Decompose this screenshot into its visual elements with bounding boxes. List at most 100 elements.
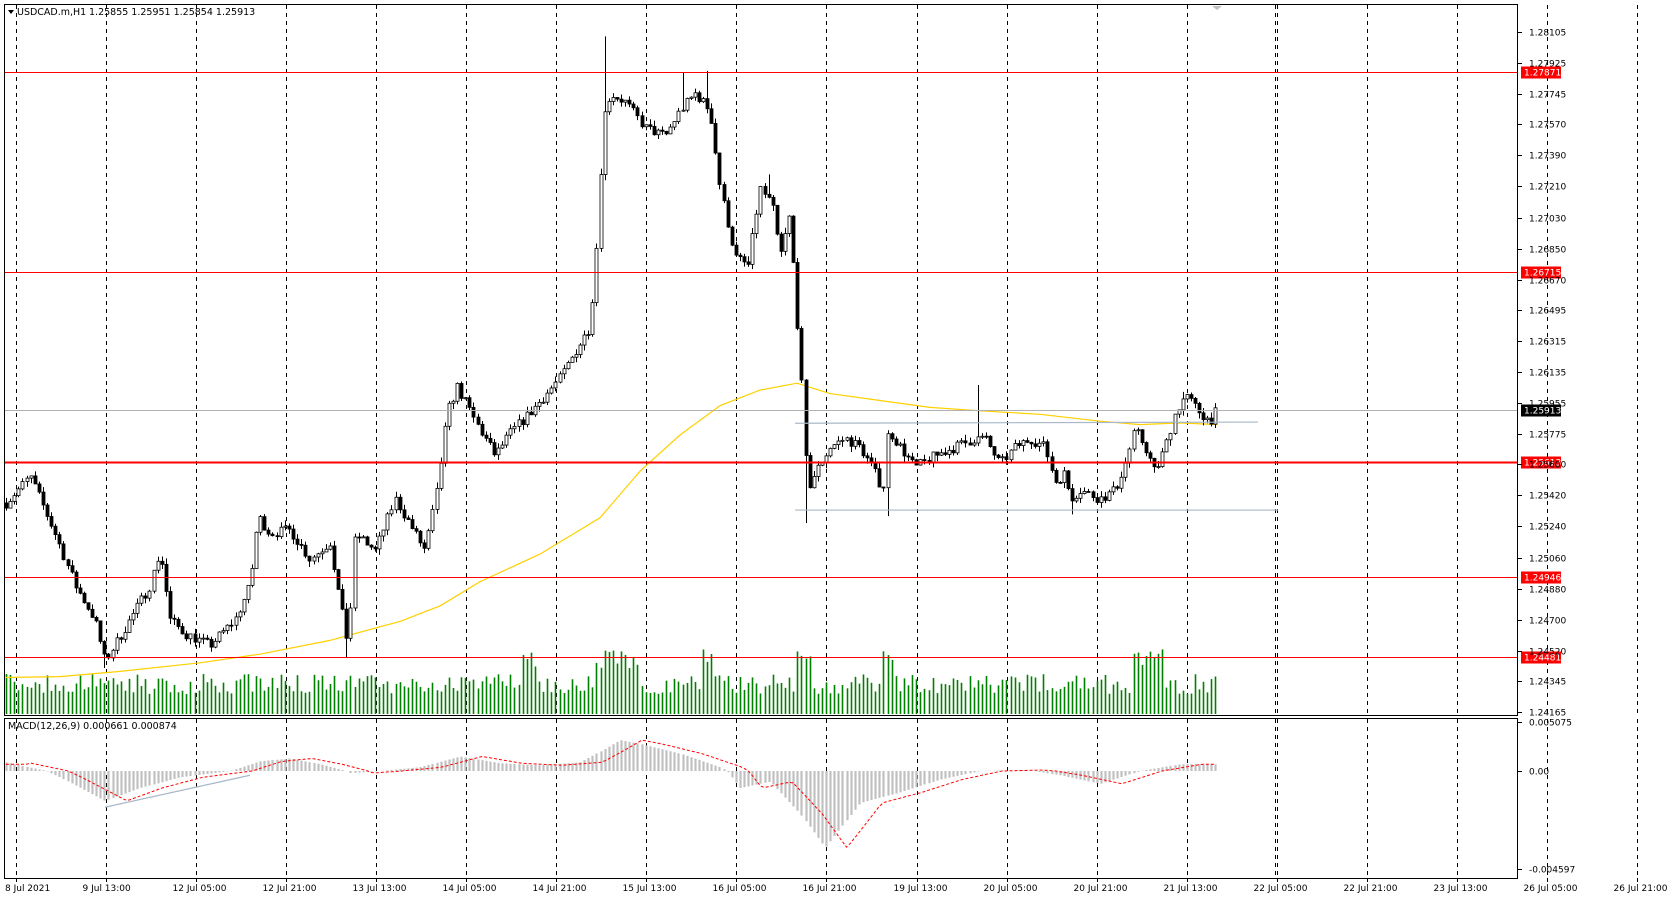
bear-candle — [263, 517, 266, 530]
bull-candle — [567, 362, 570, 368]
bear-candle — [42, 492, 45, 505]
bull-candle — [226, 625, 229, 630]
bull-candle — [148, 591, 151, 598]
bull-candle — [837, 441, 840, 445]
bear-candle — [641, 116, 644, 127]
bull-candle — [218, 632, 221, 641]
bull-candle — [1120, 477, 1123, 488]
bear-candle — [144, 596, 147, 598]
bull-candle — [1128, 449, 1131, 463]
bull-candle — [899, 444, 902, 445]
bull-candle — [317, 554, 320, 557]
bull-candle — [395, 497, 398, 510]
bear-candle — [776, 205, 779, 234]
bear-candle — [907, 456, 910, 457]
bull-candle — [563, 369, 566, 374]
time-label: 12 Jul 05:00 — [173, 884, 227, 894]
time-label: 22 Jul 21:00 — [1344, 884, 1398, 894]
bear-candle — [1194, 398, 1197, 403]
bear-candle — [911, 457, 914, 460]
bull-candle — [612, 97, 615, 101]
bull-candle — [550, 388, 553, 393]
bull-candle — [817, 465, 820, 476]
bear-candle — [1190, 395, 1193, 399]
bear-candle — [271, 534, 274, 536]
bull-candle — [1108, 492, 1111, 501]
bear-candle — [341, 589, 344, 609]
bull-candle — [378, 536, 381, 549]
price-tick-label: 1.26135 — [1529, 369, 1566, 379]
bear-candle — [739, 255, 742, 257]
bull-candle — [153, 570, 156, 591]
price-tick-label: 1.24880 — [1529, 586, 1566, 596]
scroll-shift-marker-icon[interactable] — [1212, 6, 1222, 10]
price-tick-label: 1.27925 — [1529, 60, 1566, 70]
bear-candle — [300, 544, 303, 545]
bull-candle — [124, 632, 127, 639]
bear-candle — [969, 443, 972, 445]
bear-candle — [169, 591, 172, 618]
bear-candle — [698, 93, 701, 102]
bull-candle — [956, 442, 959, 453]
bear-candle — [370, 545, 373, 547]
bull-candle — [313, 557, 316, 561]
bear-candle — [481, 424, 484, 435]
bull-candle — [1133, 431, 1136, 449]
bear-candle — [731, 227, 734, 245]
bear-candle — [764, 186, 767, 194]
bear-candle — [632, 104, 635, 108]
bear-candle — [723, 185, 726, 201]
bear-candle — [1198, 403, 1201, 412]
bull-candle — [977, 437, 980, 443]
bear-candle — [477, 417, 480, 424]
bear-candle — [5, 503, 8, 508]
bear-candle — [345, 609, 348, 638]
price-tick-label: 1.25060 — [1529, 555, 1566, 565]
bear-candle — [805, 380, 808, 455]
bull-candle — [751, 234, 754, 265]
bull-candle — [116, 638, 119, 650]
bear-candle — [714, 123, 717, 153]
bull-candle — [390, 510, 393, 514]
macd-pane-frame — [5, 719, 1518, 879]
bear-candle — [743, 257, 746, 262]
bull-candle — [1157, 467, 1160, 468]
bear-candle — [415, 529, 418, 532]
price-pane-frame — [5, 5, 1518, 716]
bear-candle — [50, 516, 53, 526]
bear-candle — [411, 520, 414, 529]
bear-candle — [997, 455, 1000, 457]
bull-candle — [846, 438, 849, 441]
price-tick-label: 1.27030 — [1529, 215, 1566, 225]
bull-candle — [21, 482, 24, 489]
bear-candle — [46, 505, 49, 516]
bull-candle — [981, 436, 984, 437]
macd-header-label: MACD(12,26,9) 0.000661 0.000874 — [8, 721, 177, 732]
bull-candle — [686, 98, 689, 110]
bear-candle — [636, 108, 639, 116]
horizontal-levels[interactable]: 1.278711.267151.256131.249461.244811.259… — [5, 67, 1561, 664]
macd-trend-line[interactable] — [105, 775, 250, 807]
bear-candle — [874, 463, 877, 469]
bear-candle — [1055, 470, 1058, 482]
price-tick-label: 1.26315 — [1529, 338, 1566, 348]
bull-candle — [255, 532, 258, 568]
bear-candle — [67, 560, 70, 566]
bull-candle — [1083, 491, 1086, 493]
price-tick-label: 1.25955 — [1529, 400, 1566, 410]
bull-candle — [784, 234, 787, 252]
bull-candle — [140, 596, 143, 603]
bear-candle — [895, 439, 898, 445]
dropdown-triangle-icon[interactable] — [8, 10, 14, 14]
bear-candle — [944, 453, 947, 455]
bear-candle — [337, 570, 340, 590]
time-label: 13 Jul 13:00 — [353, 884, 407, 894]
bear-candle — [792, 216, 795, 262]
bear-candle — [292, 529, 295, 539]
bear-candle — [522, 420, 525, 425]
bull-candle — [112, 650, 115, 658]
bear-candle — [403, 510, 406, 518]
bull-candle — [452, 401, 455, 403]
